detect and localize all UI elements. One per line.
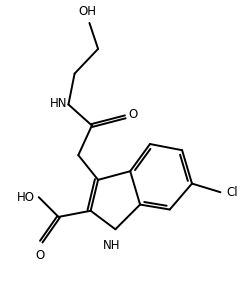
Text: O: O (128, 108, 137, 121)
Text: OH: OH (78, 6, 96, 18)
Text: HN: HN (49, 97, 67, 110)
Text: O: O (35, 248, 44, 262)
Text: Cl: Cl (226, 186, 237, 199)
Text: NH: NH (103, 239, 120, 252)
Text: HO: HO (17, 191, 35, 204)
